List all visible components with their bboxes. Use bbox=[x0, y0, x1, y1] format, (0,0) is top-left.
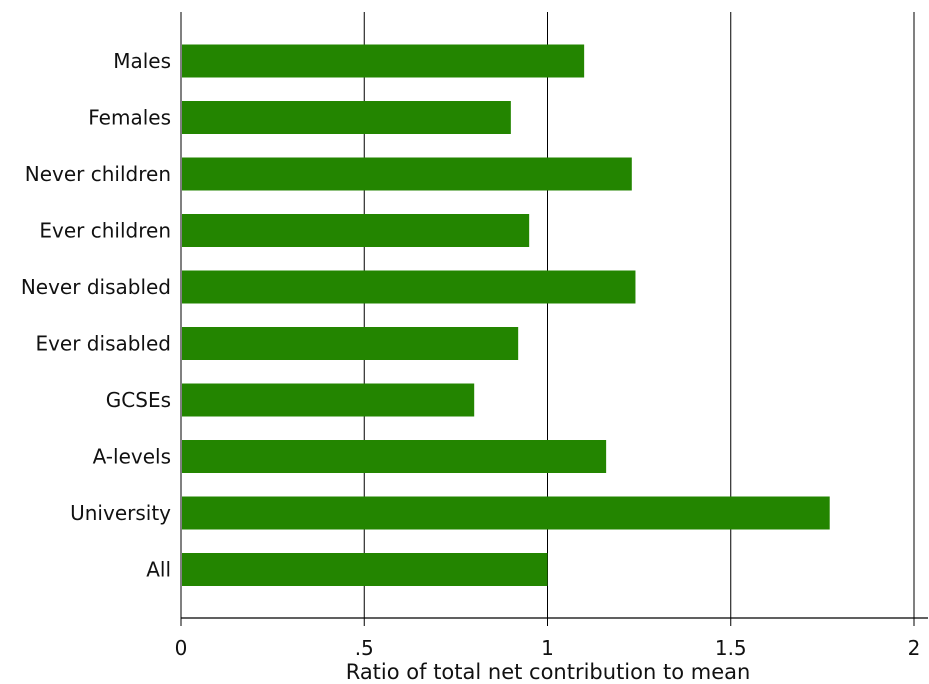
x-tick-label: .5 bbox=[355, 636, 374, 660]
bars bbox=[182, 44, 830, 586]
x-tick-label: 2 bbox=[908, 636, 921, 660]
bar-never-disabled bbox=[182, 270, 636, 304]
bar-females bbox=[182, 101, 511, 134]
category-label: Ever disabled bbox=[35, 332, 171, 356]
x-tick-label: 1 bbox=[541, 636, 554, 660]
bar-a-levels bbox=[182, 440, 607, 473]
x-tick-label: 1.5 bbox=[715, 636, 747, 660]
category-label: Never children bbox=[25, 162, 171, 186]
bar-gcses bbox=[182, 383, 475, 417]
category-label: Males bbox=[113, 49, 171, 73]
bar-males bbox=[182, 44, 585, 78]
x-axis-title: Ratio of total net contribution to mean bbox=[346, 660, 751, 684]
category-label: Never disabled bbox=[21, 275, 171, 299]
x-tick-label: 0 bbox=[175, 636, 188, 660]
bar-ever-disabled bbox=[182, 327, 519, 360]
bar-never-children bbox=[182, 157, 632, 191]
category-label: University bbox=[70, 501, 171, 525]
category-label: Females bbox=[88, 106, 171, 130]
bar-all bbox=[182, 553, 548, 586]
category-labels: Males Females Never children Ever children N… bbox=[21, 49, 171, 582]
category-label: GCSEs bbox=[106, 388, 171, 412]
category-label: A-levels bbox=[93, 445, 171, 469]
bar-university bbox=[182, 496, 830, 530]
x-tick-labels: 0 .5 1 1.5 2 bbox=[175, 636, 921, 660]
bar-ever-children bbox=[182, 214, 530, 247]
category-label: All bbox=[146, 558, 171, 582]
category-label: Ever children bbox=[39, 219, 171, 243]
